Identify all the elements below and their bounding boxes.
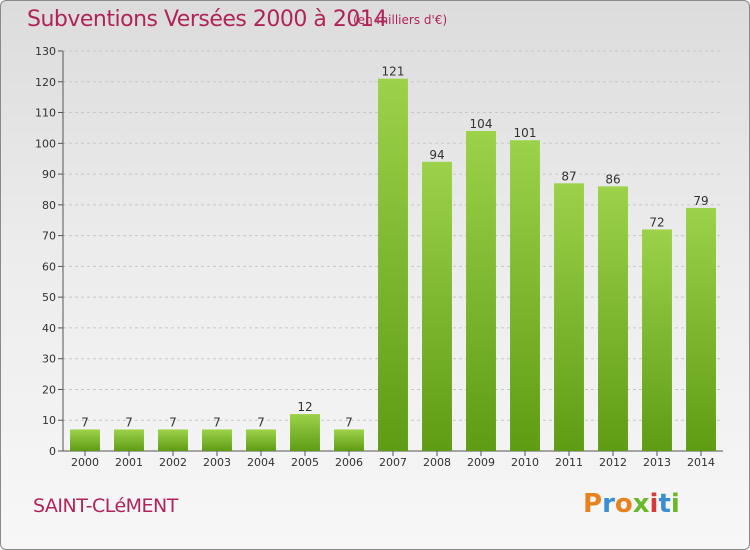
data-label: 7 (213, 415, 221, 429)
logo-letter: x (632, 489, 650, 519)
bar-2004 (246, 429, 276, 451)
x-tick-label: 2010 (511, 456, 539, 469)
bars (70, 78, 716, 452)
data-label: 121 (382, 65, 405, 79)
y-tick-label: 30 (42, 353, 56, 366)
data-label: 94 (429, 148, 444, 162)
data-label: 86 (605, 172, 620, 186)
x-tick-label: 2002 (159, 456, 187, 469)
bar-2010 (510, 140, 540, 451)
chart-title: Subventions Versées 2000 à 2014 (27, 7, 387, 32)
x-tick-label: 2009 (467, 456, 495, 469)
x-tick-label: 2001 (115, 456, 143, 469)
data-label: 87 (561, 169, 576, 183)
y-tick-label: 120 (35, 76, 56, 89)
logo-letter: i (670, 489, 680, 519)
x-tick-label: 2004 (247, 456, 275, 469)
x-tick-label: 2007 (379, 456, 407, 469)
data-label: 7 (345, 415, 353, 429)
x-tick-label: 2014 (687, 456, 715, 469)
bar-2006 (334, 429, 364, 451)
x-tick-label: 2003 (203, 456, 231, 469)
x-tick-label: 2005 (291, 456, 319, 469)
data-label: 101 (514, 126, 537, 140)
bar-2008 (422, 161, 452, 451)
y-tick-label: 80 (42, 199, 56, 212)
y-tick-label: 20 (42, 383, 56, 396)
x-tick-label: 2008 (423, 456, 451, 469)
logo-letter: r (602, 489, 615, 519)
x-tick-label: 2000 (71, 456, 99, 469)
data-label: 104 (470, 117, 493, 131)
data-label: 7 (81, 415, 89, 429)
bar-2011 (554, 183, 584, 452)
logo-letter: t (658, 489, 671, 519)
logo-letter: i (649, 489, 659, 519)
bar-2014 (686, 207, 716, 451)
y-tick-label: 90 (42, 168, 56, 181)
y-tick-label: 10 (42, 414, 56, 427)
data-label: 7 (257, 415, 265, 429)
bar-2013 (642, 229, 672, 451)
bar-2001 (114, 429, 144, 451)
bar-2012 (598, 186, 628, 451)
x-tick-label: 2013 (643, 456, 671, 469)
proxiti-logo[interactable]: Proxiti (583, 489, 680, 519)
data-label: 7 (125, 415, 133, 429)
bar-2003 (202, 429, 232, 451)
bar-2009 (466, 131, 496, 451)
y-tick-label: 40 (42, 322, 56, 335)
logo-letter: P (583, 489, 603, 519)
y-tick-label: 0 (49, 445, 56, 458)
y-tick-label: 110 (35, 107, 56, 120)
commune-name: SAINT-CLéMENT (33, 495, 178, 517)
labels: 0 10 20 30 40 50 60 70 80 90 100 110 120 130 7 2000 7 200… (35, 45, 715, 469)
bar-2002 (158, 429, 188, 451)
y-tick-label: 50 (42, 291, 56, 304)
data-label: 7 (169, 415, 177, 429)
logo-letter: o (614, 489, 633, 519)
chart-unit-note: (en milliers d'€) (353, 13, 448, 27)
data-label: 79 (693, 194, 708, 208)
y-tick-label: 60 (42, 260, 56, 273)
bar-2007 (378, 78, 408, 451)
data-label: 12 (297, 400, 312, 414)
bar-2005 (290, 414, 320, 451)
bar-2000 (70, 429, 100, 451)
x-tick-label: 2011 (555, 456, 583, 469)
x-tick-label: 2006 (335, 456, 363, 469)
y-tick-label: 130 (35, 45, 56, 58)
y-tick-label: 100 (35, 137, 56, 150)
data-label: 72 (649, 215, 664, 229)
x-tick-label: 2012 (599, 456, 627, 469)
y-tick-label: 70 (42, 230, 56, 243)
